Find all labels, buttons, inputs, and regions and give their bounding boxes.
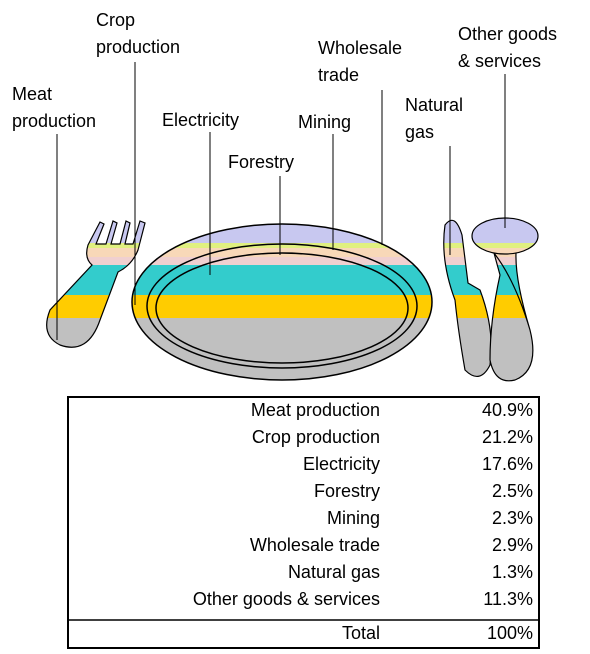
row-label: Forestry <box>314 481 380 501</box>
callout-label: Meat <box>12 84 52 104</box>
row-label: Other goods & services <box>193 589 380 609</box>
callout-label: Mining <box>298 112 351 132</box>
row-label: Wholesale trade <box>250 535 380 555</box>
callout-label: Other goods <box>458 24 557 44</box>
row-value: 11.3% <box>483 589 533 609</box>
row-value: 2.3% <box>492 508 533 528</box>
row-label: Mining <box>327 508 380 528</box>
callout-label: production <box>12 111 96 131</box>
row-value: 2.5% <box>492 481 533 501</box>
callout-label: Electricity <box>162 110 239 130</box>
row-value: 2.9% <box>492 535 533 555</box>
row-label: Meat production <box>251 400 380 420</box>
row-value: 1.3% <box>492 562 533 582</box>
illustration: Meat production Crop production Electricity F… <box>0 0 590 649</box>
total-value: 100% <box>487 623 533 643</box>
callout-label: Natural <box>405 95 463 115</box>
callout-label: trade <box>318 65 359 85</box>
row-label: Electricity <box>303 454 380 474</box>
page: Meat production Crop production Electricity F… <box>0 0 590 649</box>
callout-label: & services <box>458 51 541 71</box>
callout-label: Wholesale <box>318 38 402 58</box>
table: Meat production 40.9% Crop production 21.2%… <box>68 397 539 648</box>
row-value: 40.9% <box>482 400 533 420</box>
row-label: Natural gas <box>288 562 380 582</box>
callout-label: gas <box>405 122 434 142</box>
row-value: 21.2% <box>482 427 533 447</box>
callout-label: Forestry <box>228 152 294 172</box>
total-label: Total <box>342 623 380 643</box>
callouts: Meat production Crop production Electricity F… <box>12 10 557 172</box>
row-value: 17.6% <box>482 454 533 474</box>
callout-label: Crop <box>96 10 135 30</box>
callout-label: production <box>96 37 180 57</box>
row-label: Crop production <box>252 427 380 447</box>
